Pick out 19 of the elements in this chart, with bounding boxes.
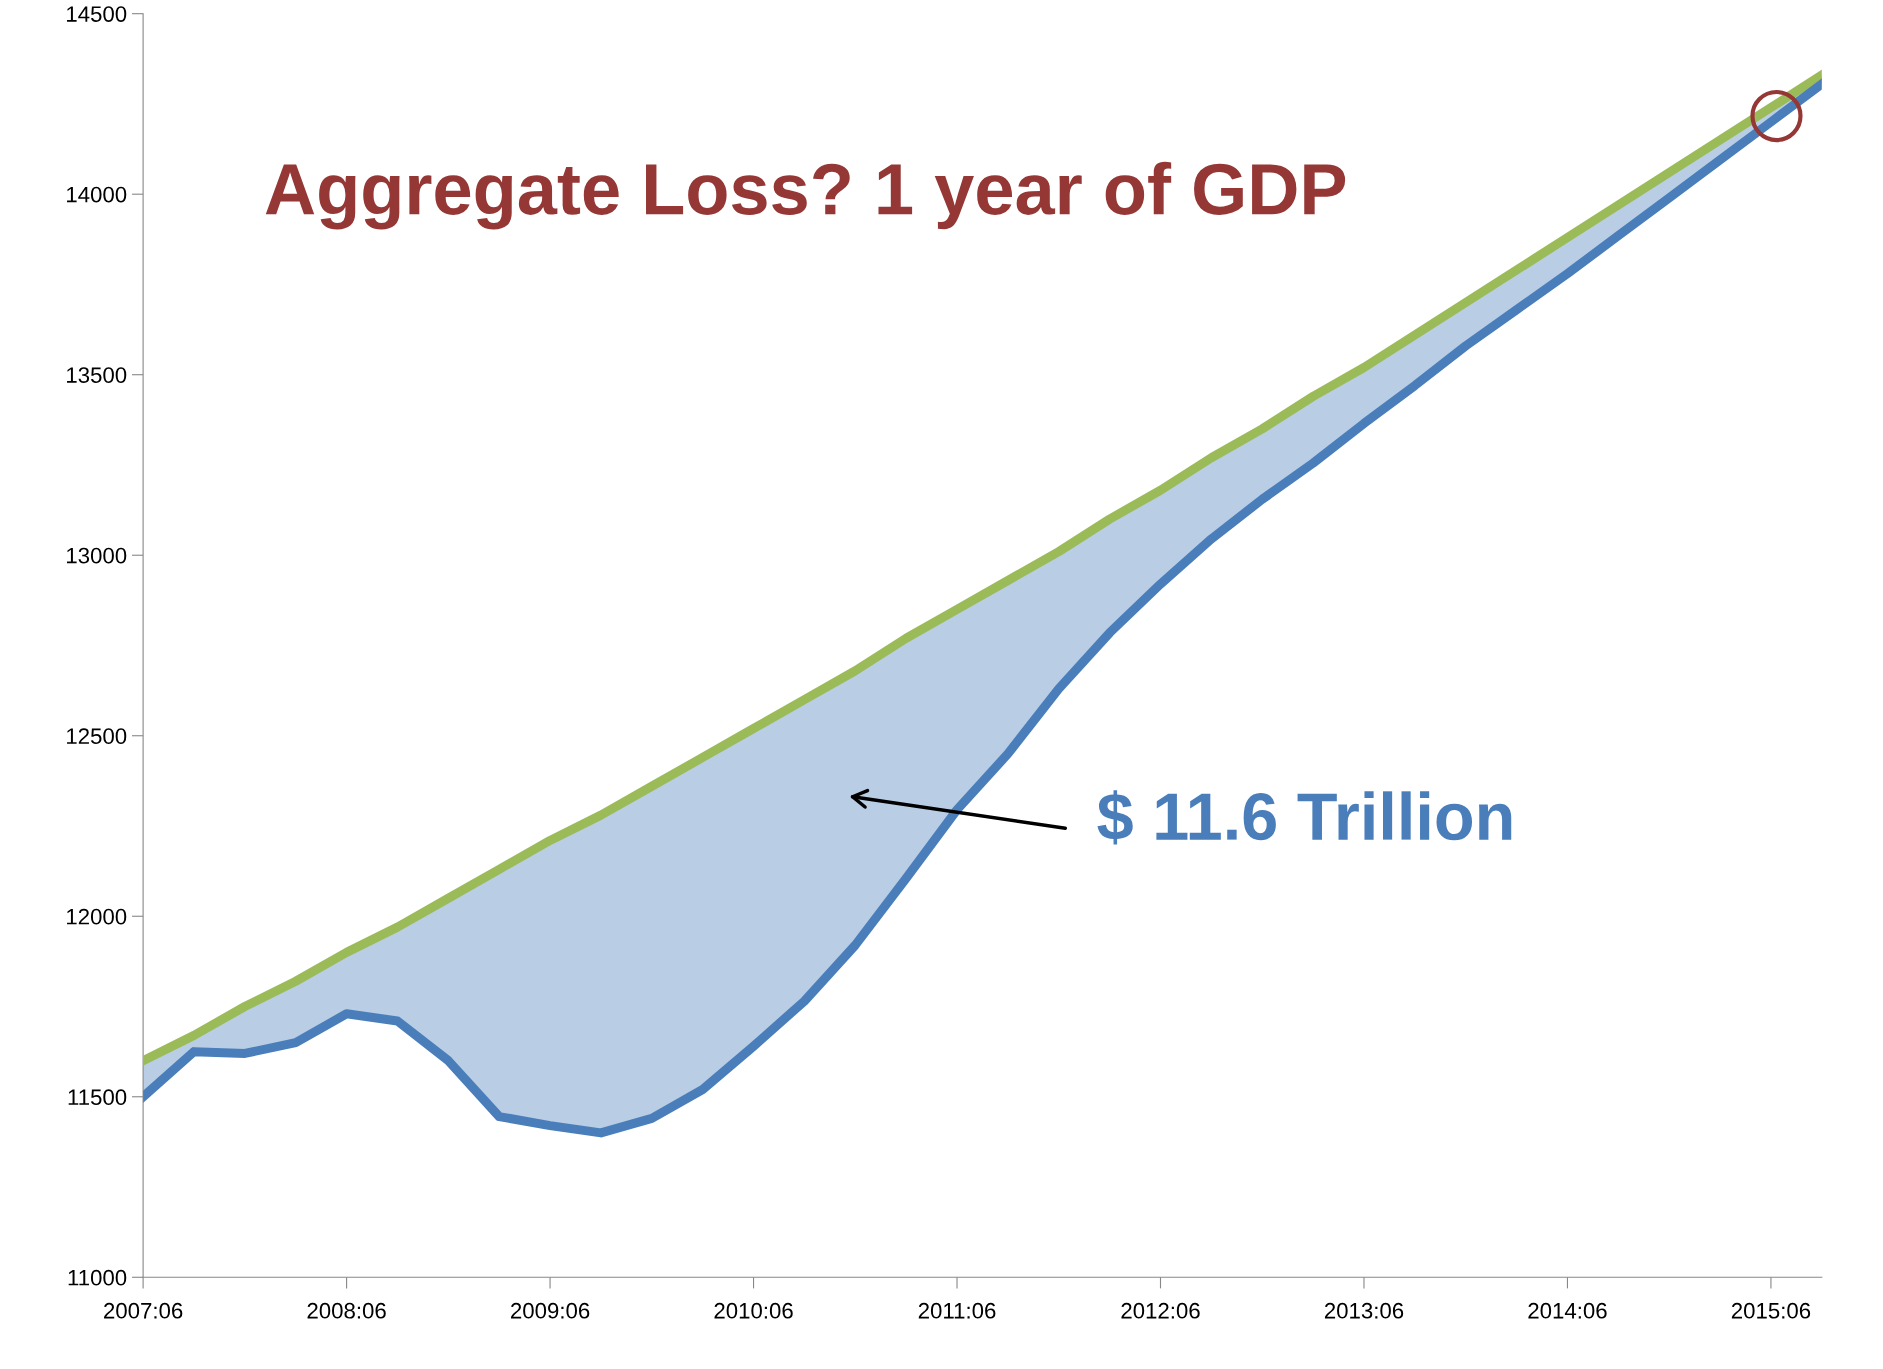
x-tick-label: 2014:06 — [1528, 1302, 1607, 1319]
x-tick-label: 2013:06 — [1324, 1302, 1404, 1319]
x-tick-label: 2008:06 — [307, 1302, 386, 1319]
y-tick-label: 12000 — [67, 908, 127, 925]
y-tick-label: 11500 — [68, 1089, 127, 1106]
text: Aggregate Loss? 1 year of GDP — [265, 161, 1346, 230]
y-tick-label: 14000 — [67, 186, 127, 203]
x-tick-label: 2010:06 — [714, 1302, 793, 1319]
annotation: $ 11.6 Trillion — [1097, 790, 1512, 845]
y-tick-label: 11000 — [68, 1269, 127, 1286]
x-tick-label: 2011:06 — [918, 1302, 996, 1319]
x-tick-label: 2009:06 — [511, 1302, 590, 1319]
y-tick-label: 13500 — [67, 367, 127, 383]
y-tick-label: 12500 — [67, 728, 127, 745]
x-tick-label: 2012:06 — [1121, 1302, 1200, 1319]
x-tick-label: 2015:06 — [1731, 1302, 1811, 1319]
y-tick-label: 14500 — [67, 6, 127, 22]
y-tick-label: 13000 — [67, 547, 127, 564]
x-tick-label: 2007:06 — [104, 1302, 183, 1319]
